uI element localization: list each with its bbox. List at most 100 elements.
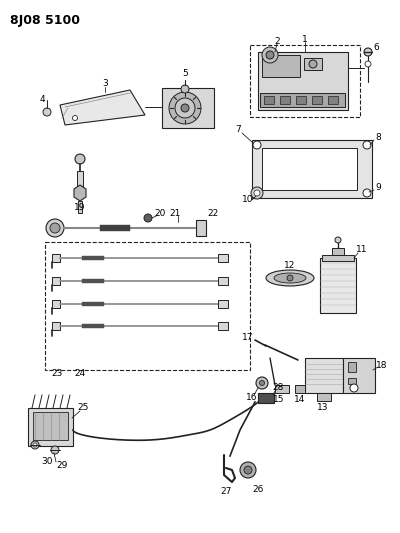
- Bar: [52, 277, 60, 285]
- Polygon shape: [60, 90, 145, 125]
- Bar: [262, 55, 300, 77]
- Text: 29: 29: [56, 461, 68, 470]
- Circle shape: [287, 275, 293, 281]
- Text: 22: 22: [207, 208, 219, 217]
- Circle shape: [43, 108, 51, 116]
- Bar: [343, 358, 375, 393]
- Text: 14: 14: [294, 395, 306, 405]
- Circle shape: [363, 141, 371, 149]
- Circle shape: [240, 462, 256, 478]
- Bar: [28, 408, 73, 446]
- Circle shape: [181, 104, 189, 112]
- Circle shape: [144, 214, 152, 222]
- Polygon shape: [74, 185, 86, 201]
- Circle shape: [33, 443, 37, 447]
- Circle shape: [335, 237, 341, 243]
- Circle shape: [31, 441, 39, 449]
- Circle shape: [50, 223, 60, 233]
- Text: 17: 17: [242, 334, 254, 343]
- Bar: [317, 393, 331, 401]
- Text: 16: 16: [246, 393, 258, 402]
- Circle shape: [72, 116, 78, 120]
- Ellipse shape: [274, 273, 306, 283]
- Bar: [280, 96, 290, 104]
- Bar: [82, 302, 104, 306]
- Bar: [218, 322, 228, 330]
- Text: 1: 1: [302, 36, 308, 44]
- Bar: [275, 385, 289, 393]
- Circle shape: [181, 85, 189, 93]
- Bar: [82, 279, 104, 283]
- Bar: [258, 393, 274, 403]
- Bar: [304, 58, 322, 70]
- Circle shape: [253, 189, 261, 197]
- Bar: [305, 358, 343, 393]
- Bar: [264, 96, 274, 104]
- Bar: [82, 324, 104, 328]
- Text: 28: 28: [272, 384, 284, 392]
- Text: 5: 5: [182, 69, 188, 78]
- Text: 23: 23: [51, 369, 63, 378]
- Bar: [52, 300, 60, 308]
- Text: 19: 19: [74, 203, 86, 212]
- Circle shape: [244, 466, 252, 474]
- Bar: [348, 362, 356, 372]
- Circle shape: [364, 48, 372, 56]
- Bar: [250, 45, 360, 117]
- Bar: [348, 378, 356, 384]
- Text: 4: 4: [39, 95, 45, 104]
- Circle shape: [363, 189, 371, 197]
- Circle shape: [350, 384, 358, 392]
- Text: 15: 15: [273, 395, 285, 405]
- Bar: [196, 220, 206, 236]
- Bar: [296, 96, 306, 104]
- Bar: [328, 96, 338, 104]
- Bar: [162, 88, 214, 128]
- Bar: [320, 258, 356, 313]
- Text: 11: 11: [356, 246, 368, 254]
- Circle shape: [365, 61, 371, 67]
- Text: 3: 3: [102, 78, 108, 87]
- Circle shape: [260, 381, 264, 385]
- Ellipse shape: [266, 270, 314, 286]
- Circle shape: [251, 187, 263, 199]
- Text: 6: 6: [373, 44, 379, 52]
- Circle shape: [169, 92, 201, 124]
- Text: 9: 9: [375, 183, 381, 192]
- Text: 26: 26: [252, 486, 264, 495]
- Text: 27: 27: [220, 488, 232, 497]
- Bar: [33, 412, 68, 440]
- Bar: [252, 140, 372, 198]
- Bar: [332, 248, 344, 255]
- Text: 30: 30: [41, 457, 53, 466]
- Text: 20: 20: [154, 208, 166, 217]
- Bar: [52, 322, 60, 330]
- Circle shape: [256, 377, 268, 389]
- Bar: [262, 148, 357, 190]
- Text: 21: 21: [169, 208, 181, 217]
- Text: 13: 13: [317, 403, 329, 413]
- Bar: [77, 171, 83, 189]
- Bar: [258, 52, 348, 110]
- Bar: [312, 96, 322, 104]
- Circle shape: [51, 446, 59, 454]
- Bar: [260, 93, 345, 107]
- Circle shape: [75, 154, 85, 164]
- Bar: [218, 277, 228, 285]
- Bar: [52, 254, 60, 262]
- Text: 8J08 5100: 8J08 5100: [10, 14, 80, 27]
- Text: 24: 24: [74, 369, 86, 378]
- Circle shape: [175, 98, 195, 118]
- Circle shape: [253, 141, 261, 149]
- Bar: [322, 255, 354, 261]
- Bar: [295, 385, 305, 393]
- Circle shape: [266, 51, 274, 59]
- Bar: [82, 256, 104, 260]
- Text: 12: 12: [284, 262, 296, 271]
- Bar: [45, 242, 250, 370]
- Text: 25: 25: [77, 403, 89, 413]
- Bar: [218, 254, 228, 262]
- Bar: [100, 225, 130, 231]
- Circle shape: [254, 190, 260, 196]
- Bar: [218, 300, 228, 308]
